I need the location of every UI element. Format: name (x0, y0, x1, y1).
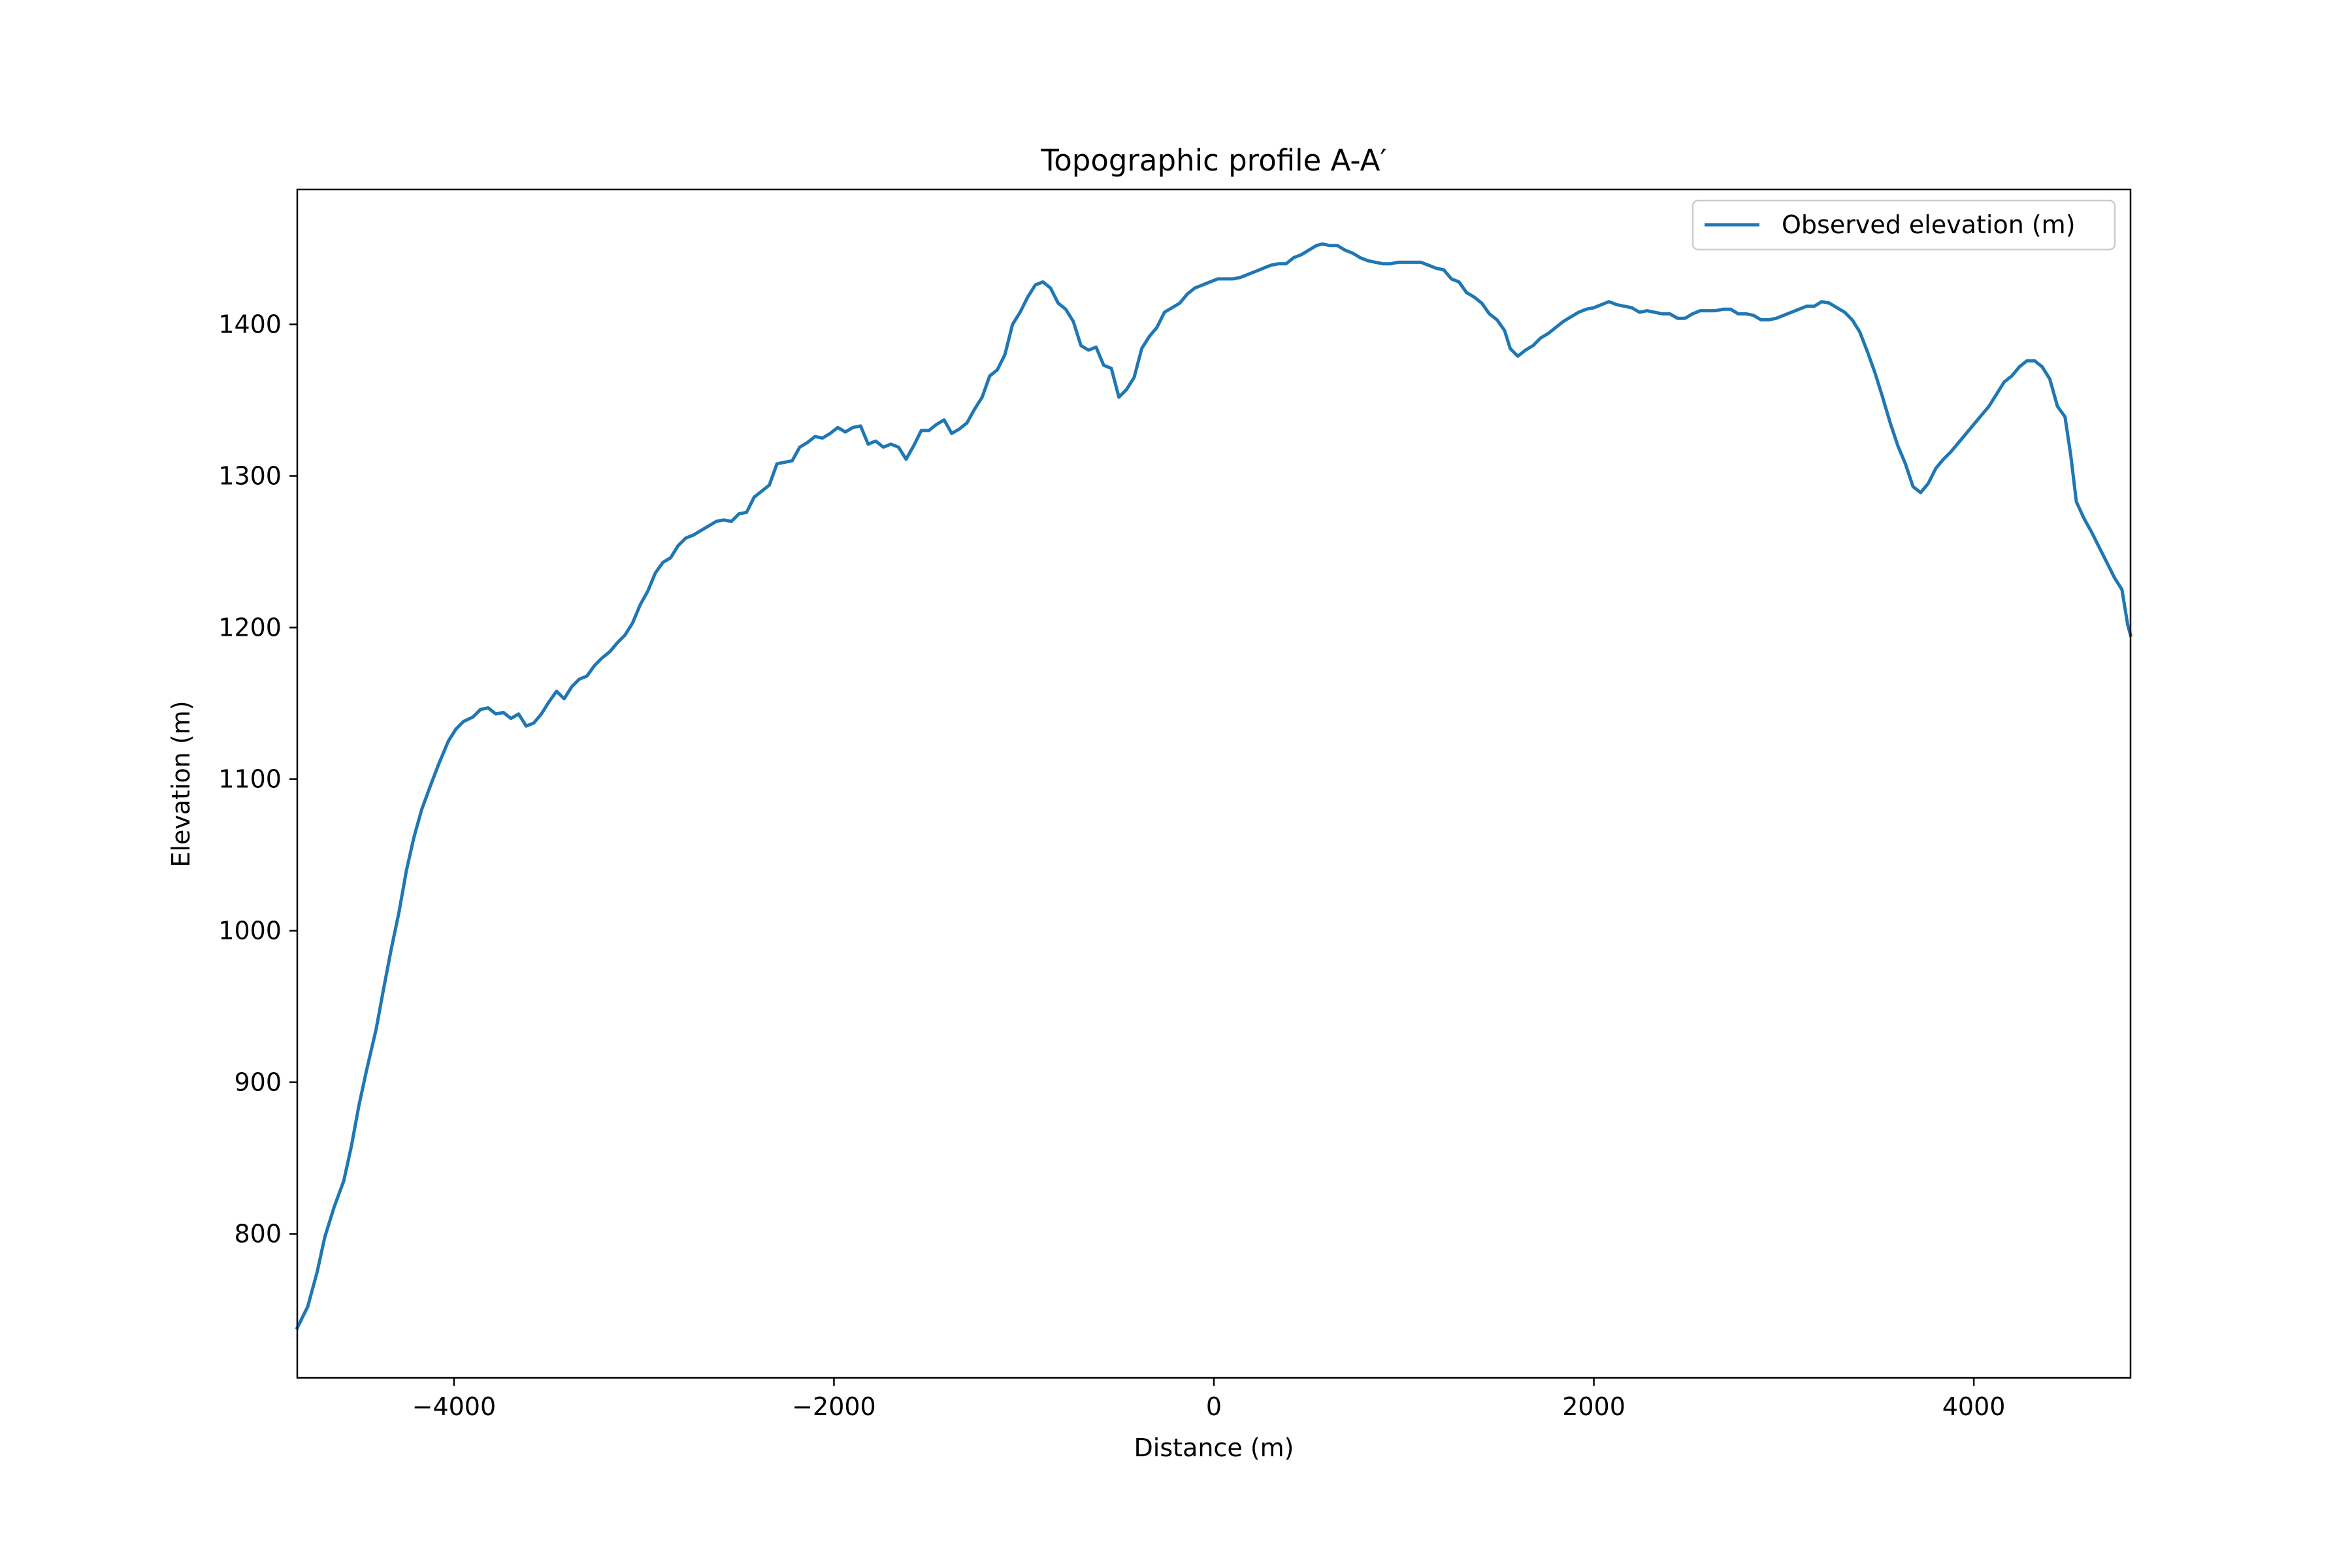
y-tick-label: 1400 (218, 310, 282, 338)
y-axis-label: Elevation (m) (167, 700, 195, 867)
y-tick-label: 900 (234, 1068, 282, 1097)
y-tick-label: 1200 (218, 613, 282, 642)
x-axis: −4000 −2000 0 2000 4000 (412, 1378, 2006, 1421)
elevation-line (295, 242, 2133, 1330)
x-axis-label: Distance (m) (1134, 1433, 1294, 1462)
x-tick-label: 2000 (1562, 1392, 1625, 1421)
plot-frame (296, 188, 2132, 1379)
y-axis: 800 900 1000 1100 1200 1300 1400 (218, 310, 297, 1249)
y-tick-label: 1300 (218, 462, 282, 491)
y-tick-label: 800 (234, 1220, 282, 1249)
legend-label: Observed elevation (m) (1782, 210, 2076, 239)
x-tick-label: 0 (1206, 1392, 1222, 1421)
plot-area (295, 188, 2133, 1379)
legend-box (1691, 199, 2116, 251)
legend: Observed elevation (m) (1691, 199, 2116, 251)
x-tick-label: −2000 (792, 1392, 876, 1421)
chart-title: Topographic profile A-A′ (1040, 143, 1386, 178)
x-tick-label: −4000 (412, 1392, 497, 1421)
x-tick-label: 4000 (1942, 1392, 2006, 1421)
y-tick-label: 1100 (218, 765, 282, 794)
y-tick-label: 1000 (218, 917, 282, 945)
